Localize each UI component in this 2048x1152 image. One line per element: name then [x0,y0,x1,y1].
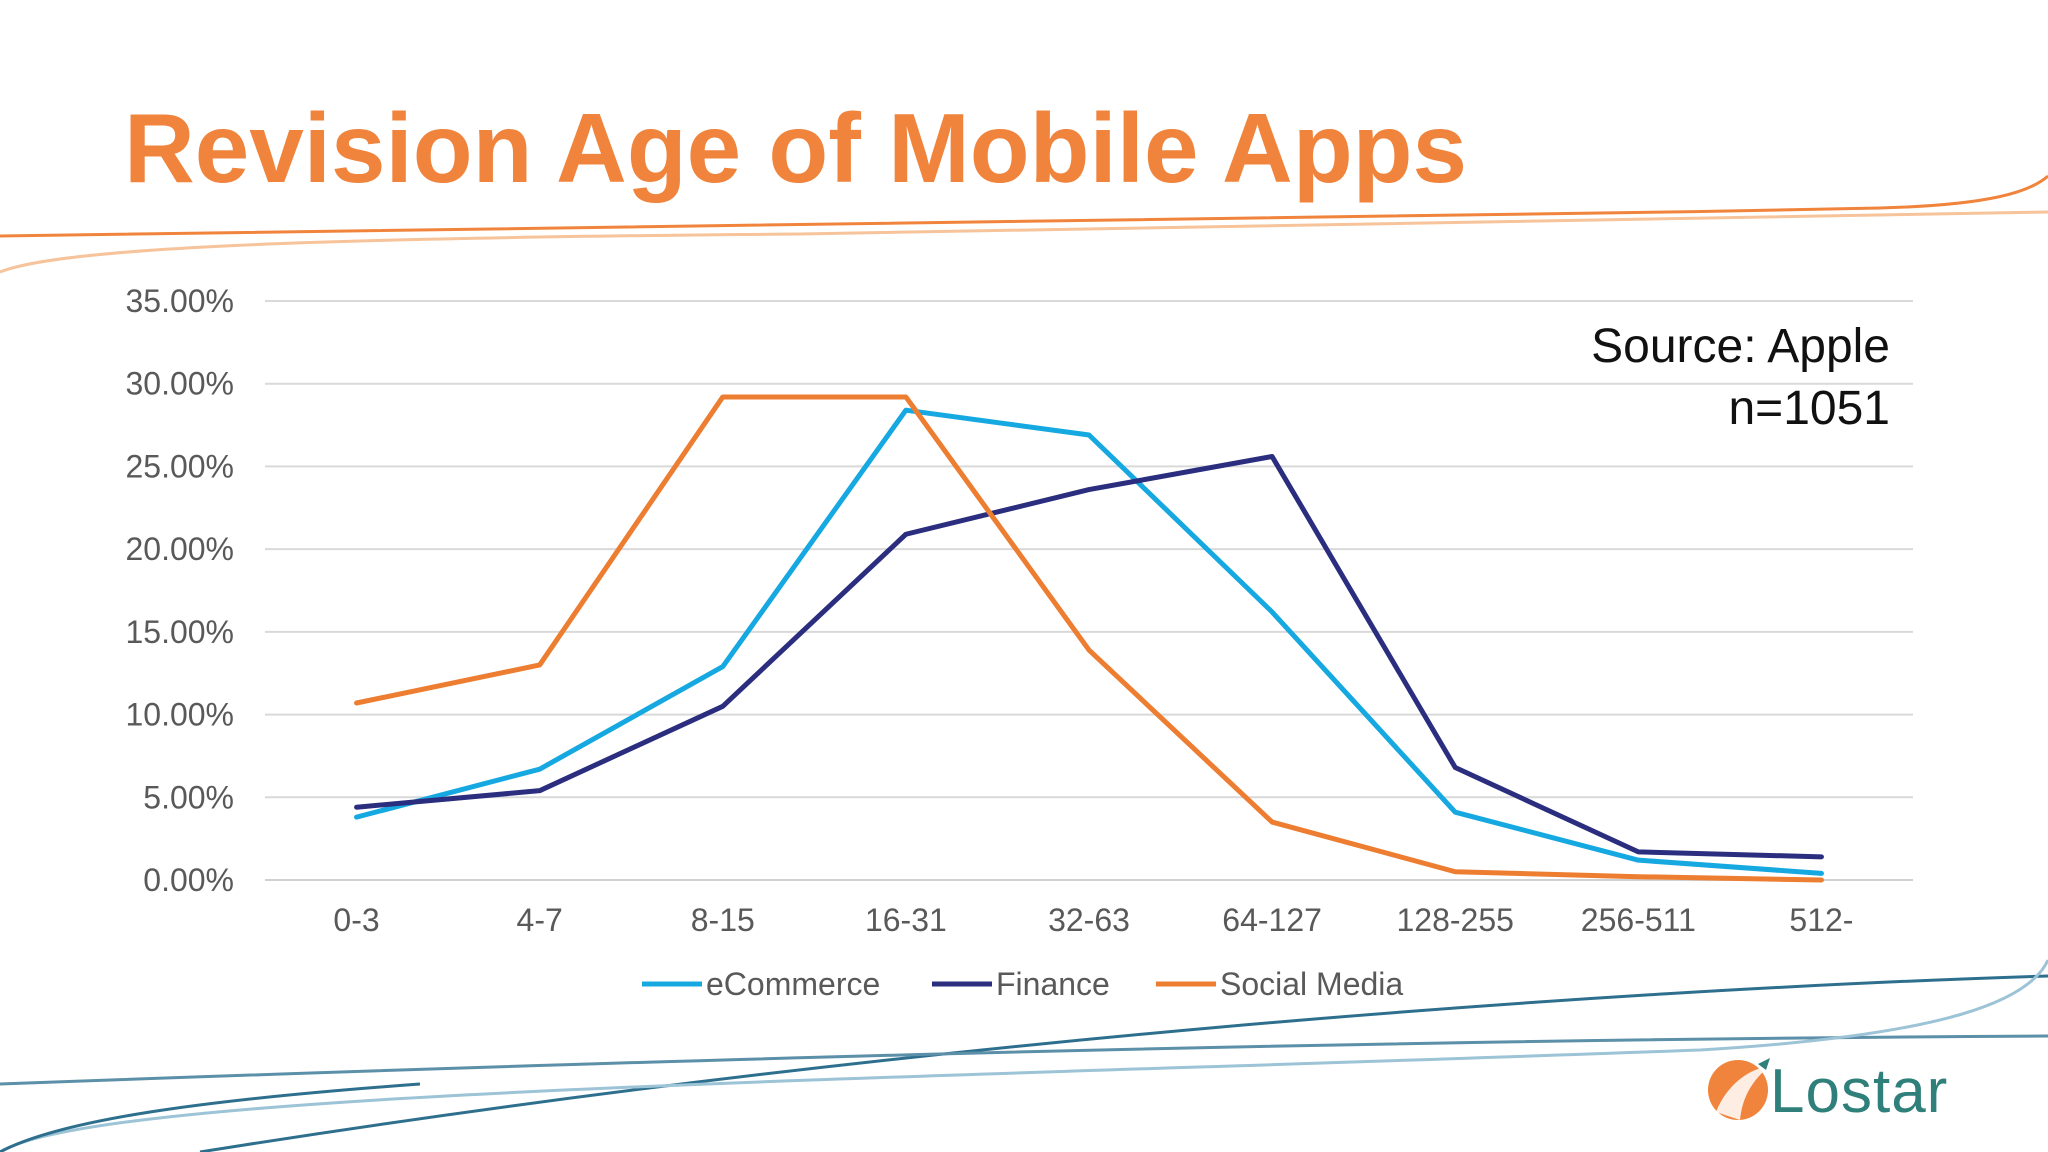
legend-label: Finance [996,966,1110,1002]
y-tick-label: 35.00% [125,283,234,319]
x-tick-label: 32-63 [1048,902,1130,938]
legend-label: Social Media [1220,966,1403,1002]
x-tick-label: 128-255 [1397,902,1514,938]
sample-size-annotation: n=1051 [1728,382,1890,435]
blue-swoosh-light [0,959,2048,1152]
blue-swoosh-mid [0,1034,2048,1086]
y-tick-label: 10.00% [125,697,234,733]
series-line-ecommerce [354,407,1824,876]
y-tick-label: 5.00% [143,779,234,815]
x-tick-label: 256-511 [1581,902,1696,938]
x-axis-ticks: 0-3 4-7 8-15 16-31 32-63 64-127 128-255 256-511… [333,902,1853,938]
orange-swoosh-light [0,210,2048,274]
legend: eCommerce Finance Social Media [642,966,1403,1002]
x-tick-label: 0-3 [333,902,379,938]
y-axis-ticks: 0.00% 5.00% 10.00% 15.00% 20.00% 25.00% 30.00%… [125,283,234,898]
blue-swoosh-dark [199,974,2048,1152]
series-line-social-media [354,394,1824,883]
y-tick-label: 0.00% [143,862,234,898]
y-tick-label: 25.00% [125,448,234,484]
x-tick-label: 16-31 [865,902,947,938]
x-tick-label: 4-7 [517,902,563,938]
y-tick-label: 15.00% [125,614,234,650]
lostar-logo-icon [1708,1058,1770,1120]
series-lines [354,394,1824,883]
x-tick-label: 8-15 [691,902,755,938]
source-annotation: Source: Apple [1591,320,1890,373]
logo-text: Lostar [1770,1057,1948,1126]
blue-swoosh-arc [0,1082,421,1152]
y-tick-label: 20.00% [125,531,234,567]
y-tick-label: 30.00% [125,366,234,402]
orange-swoosh-line [0,174,2048,238]
lostar-logo: Lostar [1708,1057,1948,1126]
x-tick-label: 512- [1789,902,1853,938]
slide-title: Revision Age of Mobile Apps [124,93,1468,203]
legend-label: eCommerce [706,966,880,1002]
x-tick-label: 64-127 [1222,902,1322,938]
gridlines [265,300,1913,881]
